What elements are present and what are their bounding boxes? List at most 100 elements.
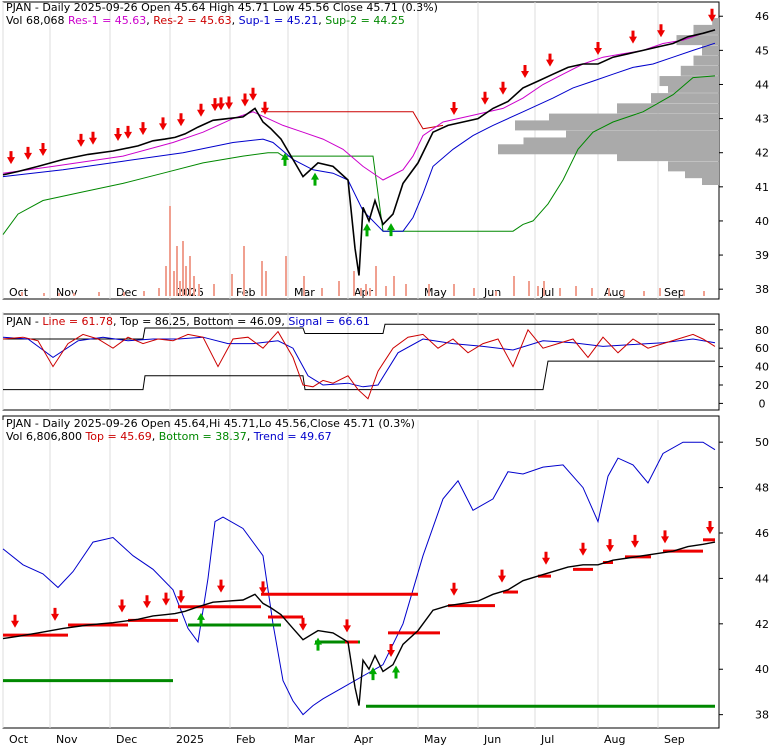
volume-bar [73, 293, 75, 296]
volume-bar [182, 241, 184, 296]
price-panel: OctNovDec2025FebMarAprMayJunJulAugSep464… [2, 2, 769, 299]
price-ytick-label: 44 [755, 78, 769, 91]
sell-arrow [51, 607, 59, 621]
osc-ytick-label: 20 [755, 379, 769, 392]
buy-arrow [314, 637, 322, 651]
buy-arrow [363, 223, 371, 237]
volume-bar [338, 281, 340, 296]
volume-bar [428, 284, 430, 296]
trend-month-label: Dec [116, 733, 137, 745]
volume-bar [213, 284, 215, 296]
osc-ytick-label: 60 [755, 342, 769, 355]
oscillator-header: PJAN - Line = 61.78, Top = 86.25, Bottom… [6, 315, 370, 328]
price-ytick-label: 43 [755, 113, 769, 126]
volume-bar [623, 290, 625, 296]
sell-arrow [24, 146, 32, 160]
volume-profile-bar [693, 24, 719, 35]
volume-bar [559, 288, 561, 296]
price-ytick-label: 38 [755, 283, 769, 296]
trend-panel: Oct Nov Dec 2025 Feb Mar Apr May Jun Jul Aug Sep 50 4… [2, 420, 769, 745]
price-month-label: Apr [354, 286, 374, 299]
trend-month-label: Sep [664, 733, 685, 745]
trend-ytick-label: 38 [755, 709, 769, 722]
volume-bar [360, 288, 362, 296]
osc-bottom-band [3, 360, 715, 391]
sell-arrow [499, 81, 507, 95]
sell-arrow [579, 542, 587, 556]
trend-month-label: Jul [540, 733, 554, 745]
sell-arrow [39, 142, 47, 156]
buy-arrow [197, 612, 205, 626]
price-ytick-label: 46 [755, 10, 769, 23]
sell-arrow [546, 53, 554, 67]
price-ytick-label: 42 [755, 147, 769, 160]
volume-bar [385, 286, 387, 296]
trend-ytick-label: 50 [755, 436, 769, 449]
volume-profile-bar [676, 35, 719, 46]
volume-bar [285, 256, 287, 296]
volume-bar [683, 290, 685, 296]
sell-arrow [211, 98, 219, 112]
volume-bar [591, 288, 593, 296]
trend-month-label: Mar [294, 733, 315, 745]
buy-arrow [281, 152, 289, 166]
volume-bar [158, 288, 160, 296]
volume-bar [198, 284, 200, 296]
sell-arrow [162, 592, 170, 606]
price-close-line [2, 29, 716, 276]
volume-bar [528, 281, 530, 296]
volume-bar [173, 271, 175, 296]
osc-ytick-label: 80 [755, 324, 769, 337]
volume-bar [21, 292, 23, 296]
volume-bar [176, 246, 178, 296]
sell-arrow [631, 534, 639, 548]
volume-bar [179, 281, 181, 296]
volume-profile-bar [668, 82, 719, 93]
sell-arrow [225, 96, 233, 110]
volume-bar [231, 274, 233, 296]
volume-bar [643, 291, 645, 296]
osc-ytick-label: 40 [755, 361, 769, 374]
trend-close-line [2, 541, 716, 706]
sell-arrow [299, 617, 307, 631]
trend-month-label: Apr [354, 733, 374, 745]
volume-bar [473, 288, 475, 296]
sell-arrow [343, 619, 351, 633]
price-month-label: Nov [56, 286, 78, 299]
volume-bar [495, 291, 497, 296]
buy-arrow [369, 667, 377, 681]
sell-arrow [498, 569, 506, 583]
volume-profile-bar [566, 130, 719, 141]
oscillator-panel: 80 60 40 20 0 [2, 312, 769, 410]
price-month-label: Sep [664, 286, 685, 299]
sell-arrow [481, 91, 489, 105]
sell-arrow [124, 125, 132, 139]
price-ytick-label: 41 [755, 181, 769, 194]
res2-line [261, 111, 444, 130]
price-ytick-label: 40 [755, 215, 769, 228]
volume-profile-bar [617, 103, 719, 114]
price-month-label: Dec [116, 286, 137, 299]
sell-arrow [594, 42, 602, 55]
volume-profile-bar [702, 45, 719, 56]
sell-arrow [89, 131, 97, 145]
trend-month-label: Aug [604, 733, 625, 745]
sell-arrow [450, 102, 458, 116]
trend-month-label: Jun [483, 733, 501, 745]
volume-bar [393, 276, 395, 296]
sell-arrow [11, 614, 19, 628]
sell-arrow [7, 151, 15, 165]
sell-arrow [450, 582, 458, 596]
volume-bar [265, 271, 267, 296]
volume-bar [513, 276, 515, 296]
volume-bar [353, 271, 355, 296]
volume-bar [98, 292, 100, 296]
volume-bar [185, 266, 187, 296]
volume-profile-bar [693, 55, 719, 66]
sell-arrow [249, 87, 257, 101]
sell-arrow [657, 24, 665, 38]
buy-arrow [392, 665, 400, 679]
sell-arrow [159, 117, 167, 131]
